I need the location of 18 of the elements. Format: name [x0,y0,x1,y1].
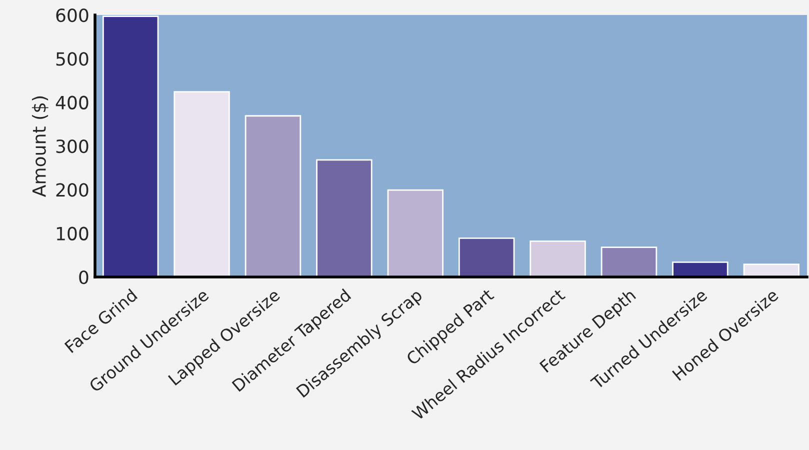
bar [102,16,159,277]
bar [458,237,515,277]
y-tick-label: 300 [56,139,88,154]
y-tick-label: 400 [56,96,88,110]
bar [316,159,372,277]
y-tick-label: 0 [79,270,88,284]
bar [530,240,586,277]
y-tick-label: 500 [56,52,88,66]
bar [743,264,800,277]
y-tick-label: 200 [56,183,88,197]
y-tick-label: 100 [56,226,88,240]
bar [600,246,658,277]
bar [387,189,444,277]
bar [672,261,728,277]
bar [174,91,230,277]
y-axis-title: Amount ($) [32,96,48,197]
bar [244,115,302,277]
y-tick-label: 600 [56,8,88,22]
